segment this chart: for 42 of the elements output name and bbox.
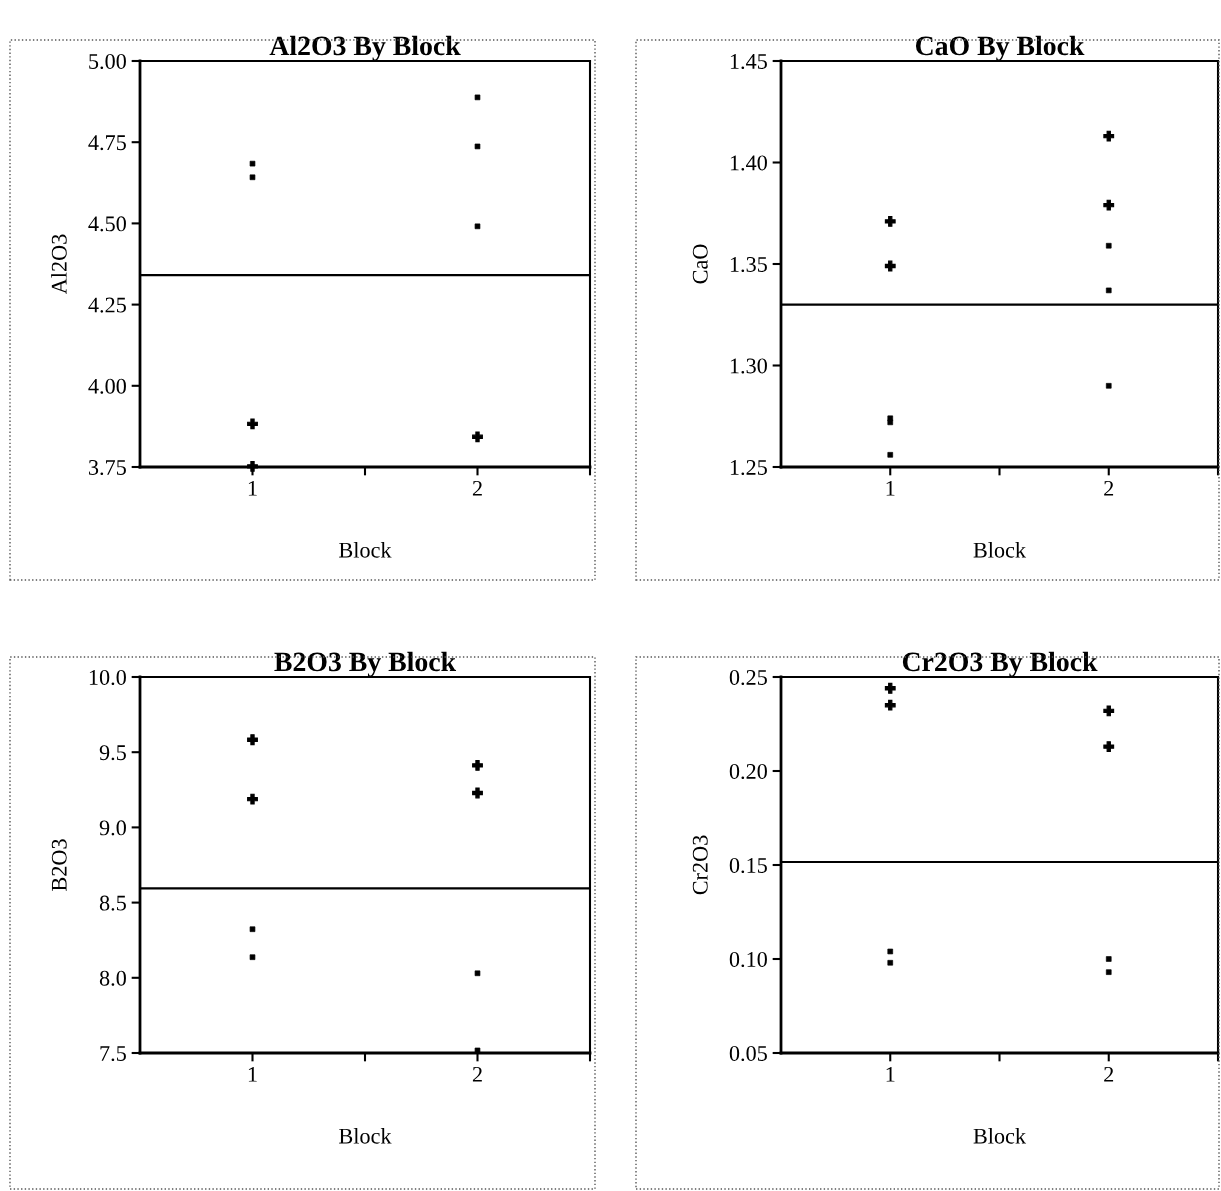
y-axis-title: CaO: [692, 244, 708, 284]
x-axis-title: Block: [973, 542, 1027, 558]
y-tick-label: 0.20: [729, 763, 767, 780]
x-tick-label: 2: [472, 1066, 482, 1082]
x-axis-title: Block: [339, 1128, 392, 1144]
x-axis-title: Block: [339, 542, 392, 558]
x-tick-label: 1: [248, 1066, 257, 1082]
y-tick-label: 0.05: [729, 1045, 767, 1062]
chart-title: Al2O3 By Block: [269, 35, 461, 61]
y-tick-label: 5.00: [89, 53, 126, 70]
y-axis-title: B2O3: [51, 839, 67, 891]
y-tick-label: 4.25: [88, 297, 126, 313]
x-tick-label: 1: [248, 480, 257, 496]
y-tick-label: 0.10: [729, 951, 767, 968]
y-tick-label: 8.5: [99, 895, 126, 911]
chart-title: CaO By Block: [915, 35, 1085, 61]
y-tick-label: 0.25: [729, 669, 767, 686]
x-tick-label: 2: [472, 480, 482, 496]
y-axis-title: Al2O3: [51, 234, 67, 295]
x-tick-label: 1: [886, 1066, 895, 1082]
y-tick-label: 0.15: [729, 857, 767, 874]
y-tick-label: 9.0: [99, 820, 126, 836]
x-tick-label: 2: [1104, 480, 1114, 496]
x-axis-title: Block: [973, 1128, 1027, 1144]
y-tick-label: 1.40: [730, 155, 767, 171]
y-tick-label: 7.5: [100, 1046, 126, 1062]
y-tick-label: 1.30: [730, 358, 767, 374]
y-tick-label: 1.25: [730, 459, 767, 476]
y-tick-label: 8.0: [99, 970, 126, 986]
y-tick-label: 4.75: [88, 135, 126, 151]
y-axis-title: Cr2O3: [692, 835, 708, 895]
y-tick-label: 4.00: [88, 378, 126, 394]
y-tick-label: 10.0: [89, 669, 126, 686]
chart-title: B2O3 By Block: [274, 651, 457, 677]
y-tick-label: 1.45: [730, 54, 767, 70]
x-tick-label: 2: [1104, 1066, 1114, 1082]
y-tick-label: 4.50: [88, 216, 126, 232]
y-tick-label: 3.75: [88, 459, 126, 476]
chart-title: Cr2O3 By Block: [902, 651, 1098, 677]
y-tick-label: 1.35: [730, 256, 767, 273]
y-tick-label: 9.5: [99, 745, 126, 761]
x-tick-label: 1: [886, 480, 895, 496]
